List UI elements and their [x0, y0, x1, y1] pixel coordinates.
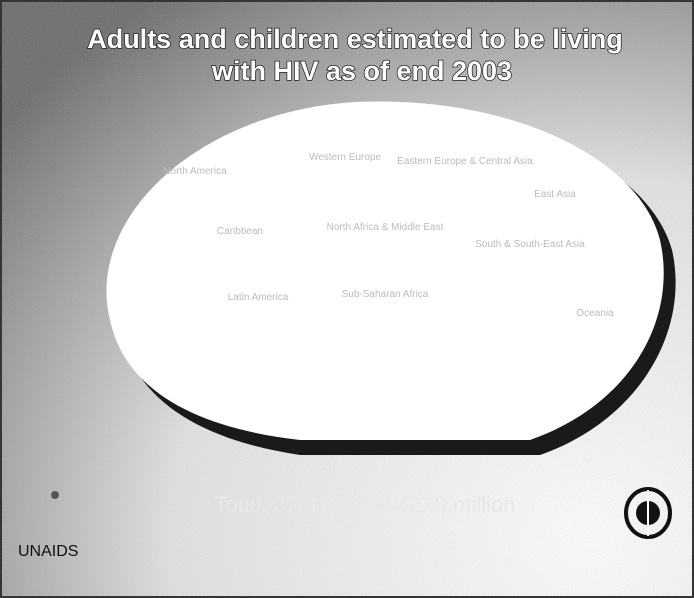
region-label: Western Europe [309, 152, 382, 163]
region-label: North Africa & Middle East [327, 222, 444, 233]
slide: Adults and children estimated to be livi… [0, 0, 694, 598]
total: Total: 37.8 (34.6 – 42.3) million [215, 492, 516, 517]
unaids-logo: UNAIDS [18, 543, 78, 560]
region-label: East Asia [534, 189, 576, 200]
region-label: North America [163, 166, 227, 177]
region-label: Latin America [228, 292, 289, 303]
title-line: Adults and children estimated to be livi… [87, 24, 623, 54]
region-label: South & South-East Asia [475, 239, 585, 250]
region-label: Sub-Saharan Africa [342, 289, 429, 300]
title-line: with HIV as of end 2003 [211, 56, 512, 86]
region-label: Oceania [576, 308, 614, 319]
logo-mark [51, 491, 59, 499]
region-label: Eastern Europe & Central Asia [397, 156, 533, 167]
region-label: Caribbean [217, 226, 263, 237]
